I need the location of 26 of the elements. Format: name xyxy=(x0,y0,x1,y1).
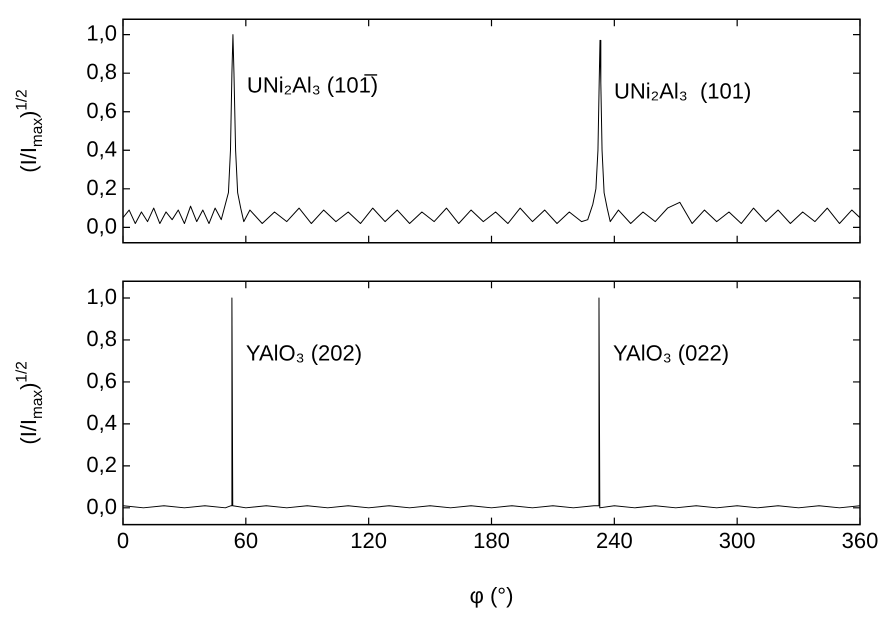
x-axis-title: φ (°) xyxy=(470,583,514,608)
annotation: YAlO₃ (202) xyxy=(246,340,362,366)
x-tick-label: 0 xyxy=(116,528,130,553)
x-tick-label: 180 xyxy=(473,528,510,553)
y-tick-label: 0,0 xyxy=(86,213,117,238)
y-axis-title: (I/Imax)1/2 xyxy=(14,89,46,173)
y-tick-label: 0,4 xyxy=(86,410,117,435)
annotation: UNi₂Al₃ (101) xyxy=(614,78,752,104)
annotation: YAlO₃ (022) xyxy=(612,340,730,366)
annotation: UNi₂Al₃ (101̅) xyxy=(246,72,378,98)
y-tick-label: 0,8 xyxy=(86,326,117,352)
x-tick-label: 300 xyxy=(718,528,756,553)
y-tick-label: 0,8 xyxy=(86,59,117,84)
y-tick-label: 1,0 xyxy=(86,284,117,310)
x-tick-label: 240 xyxy=(596,528,633,553)
y-tick-label: 0,4 xyxy=(86,136,117,162)
x-tick-label: 360 xyxy=(842,528,878,553)
x-tick-label: 120 xyxy=(350,528,388,553)
y-tick-label: 0,2 xyxy=(86,174,117,200)
y-tick-label: 0,0 xyxy=(86,494,117,519)
y-tick-label: 0,6 xyxy=(86,98,117,123)
y-tick-label: 1,0 xyxy=(86,20,117,46)
y-tick-label: 0,2 xyxy=(86,452,117,477)
y-axis-title: (I/Imax)1/2 xyxy=(14,361,46,445)
x-tick-label: 60 xyxy=(234,528,258,553)
y-tick-label: 0,6 xyxy=(86,368,117,393)
